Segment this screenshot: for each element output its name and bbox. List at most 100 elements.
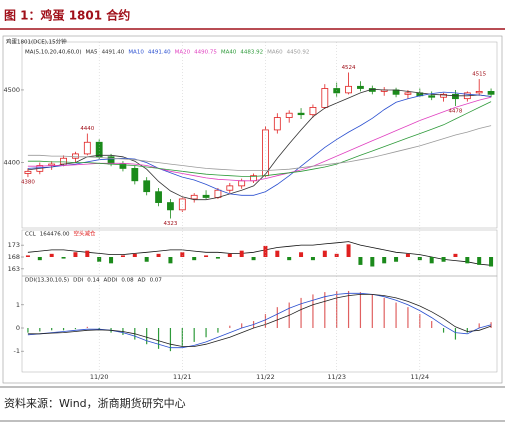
position-bar: [73, 252, 78, 257]
candle-body: [452, 93, 459, 100]
series-line: [27, 101, 492, 177]
position-bar: [97, 257, 102, 262]
candle-body: [167, 202, 174, 211]
position-bar: [227, 253, 232, 257]
legend-text: MA40: [221, 50, 237, 56]
legend-text: MA10: [128, 50, 144, 56]
series-line: [27, 125, 492, 171]
x-tick-label: 11/24: [410, 373, 429, 381]
position-bar: [37, 257, 42, 261]
candle-body: [190, 194, 198, 200]
candle-body: [357, 85, 364, 89]
position-bar: [25, 255, 30, 257]
candle-body: [428, 95, 436, 98]
position-bar: [263, 245, 268, 257]
candle-body: [155, 191, 162, 203]
y-tick-label: 1: [16, 301, 20, 309]
series-line: [27, 96, 492, 182]
position-bar: [109, 257, 114, 264]
position-bar: [275, 250, 280, 257]
legend-text: 空头减仓: [74, 230, 97, 238]
series-line: [27, 294, 492, 347]
legend-text: 4491.40: [148, 50, 171, 56]
legend-text: 4490.75: [194, 50, 217, 56]
candle-body: [273, 117, 281, 131]
panel-header: 鸡蛋1801(DCE),15分钟: [6, 38, 67, 46]
legend-text: 4450.92: [287, 50, 310, 56]
position-bar: [441, 257, 446, 262]
candle-body: [24, 170, 32, 174]
position-bar: [168, 257, 173, 264]
y-tick-label: 4500: [3, 86, 20, 94]
legend-text: MA5: [86, 50, 99, 56]
x-tick-label: 11/22: [256, 373, 275, 381]
candle-body: [321, 88, 329, 108]
position-bar: [477, 257, 482, 265]
position-bar: [429, 257, 434, 264]
candle-body: [83, 141, 91, 155]
legend-text: ADDI: [103, 278, 117, 284]
candle-body: [487, 91, 495, 95]
price-annotation: 4515: [472, 72, 486, 78]
candle-body: [143, 180, 151, 193]
candle-body: [238, 180, 246, 187]
y-tick-label: 163: [8, 265, 20, 273]
candle-body: [131, 168, 139, 182]
candle-body: [309, 106, 317, 116]
position-bar: [453, 253, 458, 257]
legend-text: 164476.00: [40, 232, 70, 238]
series-line: [27, 292, 492, 349]
series-line: [27, 91, 492, 196]
figure-title: 图 1：鸡蛋 1801 合约: [4, 8, 130, 23]
price-annotation: 4323: [163, 221, 177, 227]
position-bar: [251, 257, 256, 261]
candle-body: [60, 157, 67, 165]
position-bar: [346, 244, 351, 257]
position-bar: [61, 257, 66, 259]
candle-body: [119, 163, 127, 169]
y-tick-label: 4400: [3, 159, 20, 167]
y-tick-label: -1: [14, 347, 20, 355]
legend-text: 0.08: [121, 278, 134, 284]
position-bar: [299, 252, 304, 257]
price-annotation: 4478: [448, 108, 462, 114]
candle-body: [475, 91, 483, 94]
legend-text: 4483.92: [240, 50, 263, 56]
position-bar: [382, 257, 387, 264]
chart-frame: [2, 35, 503, 384]
position-bar: [287, 257, 292, 261]
candle-body: [214, 189, 222, 198]
candle-body: [440, 93, 447, 98]
position-bar: [180, 252, 185, 257]
position-bar: [85, 250, 90, 257]
legend-text: 0.07: [150, 278, 163, 284]
position-bar: [156, 253, 161, 257]
position-bar: [49, 253, 54, 257]
candle-body: [404, 92, 412, 95]
y-tick-label: 168: [8, 253, 20, 261]
legend-text: AD: [138, 278, 146, 284]
position-bar: [370, 257, 375, 267]
position-bar: [132, 253, 137, 257]
series-line: [27, 241, 492, 266]
ddi-panel: [21, 275, 498, 373]
x-tick-label: 11/20: [90, 373, 109, 381]
legend-text: DDI: [73, 278, 83, 284]
candle-body: [285, 112, 293, 118]
legend-text: MA(5,10,20,40,60,0): [25, 50, 82, 56]
price-panel: [21, 41, 498, 229]
candle-body: [297, 112, 305, 116]
legend-text: 0.14: [87, 278, 100, 284]
candle-body: [202, 194, 210, 198]
position-bar: [192, 257, 197, 261]
position-bar: [322, 250, 327, 257]
position-bar: [405, 253, 410, 257]
legend-text: MA20: [175, 50, 191, 56]
price-annotation: 4440: [80, 126, 94, 132]
candle-body: [72, 153, 79, 159]
price-annotation: 4380: [21, 180, 35, 186]
y-tick-label: 0: [16, 324, 20, 332]
position-bar: [310, 257, 315, 261]
position-bar: [489, 257, 494, 267]
